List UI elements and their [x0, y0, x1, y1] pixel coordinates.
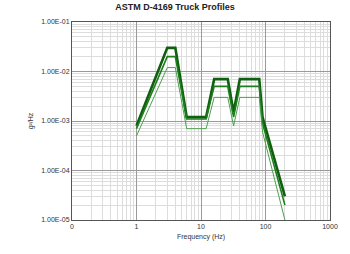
svg-text:1.00E-05: 1.00E-05 [41, 216, 70, 223]
svg-text:Frequency (Hz): Frequency (Hz) [177, 233, 225, 241]
svg-text:1000: 1000 [322, 223, 338, 230]
svg-text:10: 10 [197, 223, 205, 230]
svg-text:100: 100 [260, 223, 272, 230]
svg-text:g²/Hz: g²/Hz [27, 112, 35, 129]
svg-text:1.00E-04: 1.00E-04 [41, 167, 70, 174]
svg-text:0: 0 [70, 223, 74, 230]
svg-text:1.00E-02: 1.00E-02 [41, 68, 70, 75]
svg-text:ASTM D-4169 Truck Profiles: ASTM D-4169 Truck Profiles [115, 2, 235, 12]
svg-text:1.00E-03: 1.00E-03 [41, 117, 70, 124]
svg-text:1: 1 [135, 223, 139, 230]
svg-text:1.00E-01: 1.00E-01 [41, 18, 70, 25]
